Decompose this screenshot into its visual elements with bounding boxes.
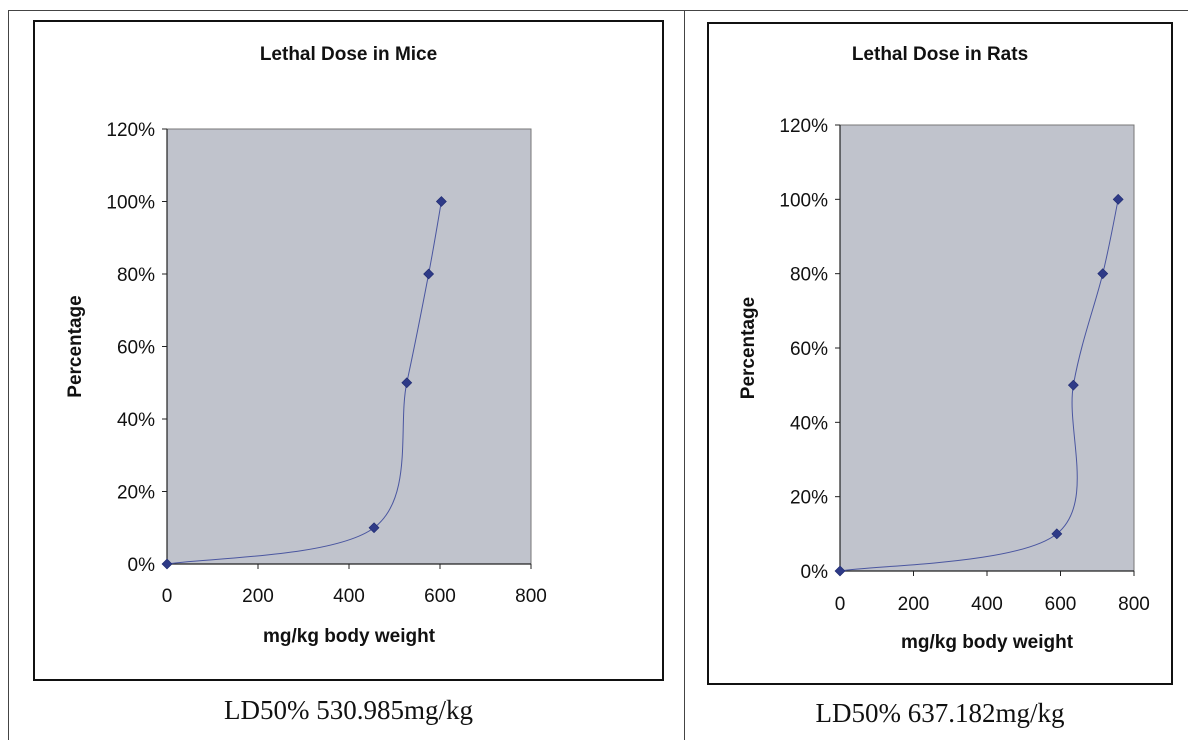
- x-tick-label: 600: [1045, 594, 1077, 615]
- cell-divider: [684, 10, 685, 740]
- data-point-marker: [423, 268, 435, 280]
- y-tick-label: 20%: [790, 488, 828, 509]
- y-tick-label: 80%: [790, 265, 828, 286]
- data-point-marker: [1067, 379, 1079, 391]
- data-point-marker: [161, 558, 173, 570]
- rats-ld50-caption: LD50% 637.182mg/kg: [815, 698, 1065, 728]
- data-point-marker: [435, 196, 447, 207]
- plot-area: [166, 128, 532, 565]
- x-tick-label: 400: [971, 594, 1003, 615]
- x-tick-label: 0: [835, 594, 846, 615]
- y-tick-label: 60%: [117, 338, 155, 359]
- data-point-marker: [834, 565, 846, 577]
- mice-ld50-caption: LD50% 530.985mg/kg: [224, 695, 473, 725]
- y-tick-label: 100%: [779, 190, 828, 211]
- y-tick-label: 0%: [128, 555, 156, 576]
- x-tick-label: 400: [333, 586, 365, 607]
- rats-chart-title: Lethal Dose in Rats: [851, 44, 1029, 65]
- x-tick-label: 200: [242, 586, 274, 607]
- mice-chart: 0% 20% 40% 60% 80% 100% 120% 0 200 400 600 800 mg/kg…: [65, 120, 547, 647]
- y-tick-label: 20%: [117, 483, 155, 504]
- y-tick-label: 60%: [790, 339, 828, 360]
- y-tick-label: 80%: [117, 265, 155, 286]
- data-point-marker: [401, 377, 413, 389]
- y-tick-label: 120%: [106, 120, 155, 141]
- data-point-marker: [1051, 528, 1063, 540]
- mice-chart-title: Lethal Dose in Mice: [259, 44, 438, 65]
- x-tick-label: 0: [162, 586, 173, 607]
- plot-area: [839, 124, 1135, 572]
- rats-chart-frame: Lethal Dose in Rats 0% 20% 40% 60% 80% 100% 12…: [707, 22, 1173, 685]
- data-point-marker: [368, 522, 380, 534]
- x-tick-label: 800: [1118, 594, 1150, 615]
- y-tick-label: 100%: [106, 193, 155, 214]
- y-tick-label: 120%: [779, 116, 828, 137]
- x-tick-label: 800: [515, 586, 547, 607]
- rats-chart: 0% 20% 40% 60% 80% 100% 120% 0 200 400 600 800 mg/kg…: [738, 116, 1150, 653]
- series-line: [166, 201, 442, 565]
- y-tick-label: 0%: [801, 562, 829, 583]
- data-point-marker: [1097, 268, 1109, 280]
- mice-chart-frame: Lethal Dose in Mice 0% 20% 40% 60% 80% 100% 12…: [33, 20, 664, 681]
- y-tick-label: 40%: [790, 413, 828, 434]
- x-axis-label: mg/kg body weight: [901, 632, 1074, 653]
- x-tick-label: 600: [424, 586, 456, 607]
- x-axis-label: mg/kg body weight: [263, 626, 436, 647]
- x-tick-label: 200: [898, 594, 930, 615]
- y-tick-label: 40%: [117, 410, 155, 431]
- y-axis-label: Percentage: [738, 297, 759, 399]
- data-point-marker: [1112, 193, 1124, 205]
- table-frame: [8, 10, 1188, 740]
- y-axis-label: Percentage: [65, 295, 86, 397]
